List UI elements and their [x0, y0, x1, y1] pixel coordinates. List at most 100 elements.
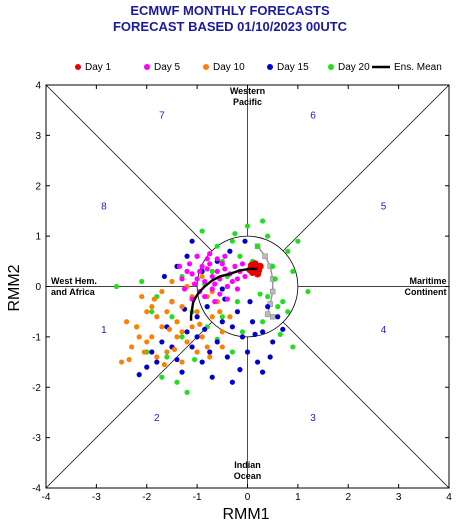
day-15-point	[260, 369, 266, 375]
day-10-point	[126, 356, 132, 363]
day-15-point	[209, 374, 215, 380]
region-label-top: Western	[230, 86, 265, 96]
day-10-point	[164, 349, 170, 355]
day-10-point	[219, 344, 225, 350]
day-20-point	[219, 314, 225, 320]
day-20-point	[174, 379, 180, 385]
day-20-point	[214, 243, 220, 249]
day-15-point	[149, 349, 155, 355]
day-20-point	[232, 231, 238, 237]
day-15-point	[189, 238, 195, 244]
x-tick-label: 0	[245, 492, 251, 503]
day-15-point	[239, 334, 246, 340]
day-15-point	[184, 329, 190, 335]
day-10-point	[197, 321, 203, 327]
day-5-point	[181, 286, 188, 292]
day-20-point	[265, 293, 271, 300]
day-5-point	[214, 256, 220, 262]
day-10-point	[134, 324, 140, 330]
diagonal-line	[282, 321, 450, 489]
day-15-point	[254, 359, 261, 365]
day-10-point	[141, 349, 147, 355]
day-10-point	[174, 319, 180, 325]
day-15-point	[179, 369, 185, 375]
day-5-point	[239, 261, 246, 267]
day-20-point	[280, 299, 286, 305]
day-15-point	[161, 273, 167, 280]
day-1-point	[253, 270, 262, 278]
day-10-point	[174, 334, 180, 340]
legend-label: Ens. Mean	[394, 62, 442, 73]
phase-number: 2	[154, 413, 160, 424]
phase-number: 7	[159, 111, 165, 122]
diagonal-line	[45, 321, 213, 489]
day-5-point	[207, 251, 213, 257]
day-15-point	[267, 354, 273, 360]
day-5-point	[204, 256, 210, 262]
day-15-point	[229, 379, 235, 385]
day-5-point	[212, 299, 218, 305]
diagonal-line	[45, 84, 213, 252]
y-tick-label: 2	[35, 181, 41, 192]
day-5-point	[214, 268, 220, 274]
observed-track-point	[262, 253, 268, 260]
day-10-point	[207, 354, 213, 360]
day-15-point	[224, 354, 230, 360]
y-tick-label: 4	[35, 81, 41, 92]
day-20-point	[229, 238, 235, 244]
day-15-point	[159, 339, 165, 345]
day-5-point	[176, 263, 183, 269]
y-tick-label: -1	[32, 332, 41, 343]
x-tick-label: -1	[193, 492, 202, 503]
x-tick-label: 4	[446, 492, 452, 503]
day-15-point	[199, 359, 205, 365]
phase-number: 6	[310, 111, 316, 122]
day-15-point	[252, 331, 258, 337]
day-5-point	[202, 278, 208, 285]
day-15-point	[229, 324, 235, 330]
region-label-bottom: Ocean	[234, 471, 262, 481]
ens-mean-line	[189, 267, 258, 321]
phase-number: 8	[101, 201, 107, 212]
day-5-point	[219, 261, 225, 267]
day-20-point	[192, 356, 198, 363]
x-tick-label: -3	[92, 492, 101, 503]
day-20-point	[234, 299, 241, 305]
day-5-point	[222, 253, 228, 259]
day-20-point	[113, 283, 120, 290]
day-10-point	[154, 354, 160, 360]
phase-number: 3	[310, 413, 316, 424]
day-20-point	[179, 334, 185, 340]
day-5-point	[242, 273, 248, 280]
region-label-bottom: Indian	[234, 460, 261, 470]
day-5-point	[192, 281, 198, 287]
y-tick-label: 1	[35, 232, 41, 243]
day-15-point	[154, 359, 160, 365]
chart-title: ECMWF MONTHLY FORECASTS	[130, 3, 330, 18]
day-15-point	[227, 248, 233, 254]
y-tick-label: 0	[35, 282, 41, 293]
legend-label: Day 1	[85, 62, 112, 73]
day-20-point	[237, 253, 243, 259]
day-15-point	[214, 339, 220, 345]
day-20-point	[275, 304, 281, 310]
day-10-point	[189, 324, 195, 330]
region-label-right: Continent	[404, 287, 446, 297]
day-10-point	[169, 278, 175, 285]
unit-circle	[196, 235, 299, 338]
day-20-point	[285, 248, 291, 254]
x-tick-label: -4	[42, 492, 51, 503]
legend-swatch	[267, 64, 273, 70]
day-15-point	[275, 314, 281, 320]
day-5-point	[224, 296, 230, 302]
day-5-point	[184, 268, 190, 274]
day-5-point	[234, 286, 241, 292]
day-10-point	[169, 299, 175, 305]
day-10-point	[204, 344, 210, 350]
day-10-point	[144, 309, 150, 315]
day-1-point	[247, 261, 256, 269]
phase-number: 1	[101, 325, 107, 336]
region-label-top: Pacific	[233, 97, 262, 107]
day-5-point	[199, 263, 205, 269]
legend-label: Day 15	[277, 62, 309, 73]
